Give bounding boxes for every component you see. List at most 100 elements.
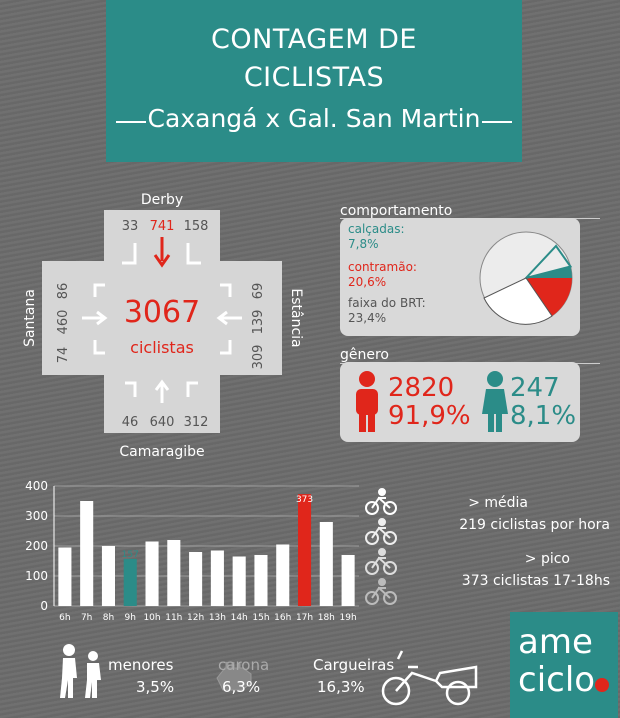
x-tick-label: 10h — [143, 613, 160, 623]
pie-slice-contramao — [526, 278, 573, 316]
north-turn-left-arrow — [186, 243, 201, 265]
children-icon — [60, 644, 101, 698]
subtitle: Caxangá x Gal. San Martin — [147, 104, 481, 133]
x-tick-label: 19h — [340, 613, 357, 623]
pico-label: > pico — [524, 551, 570, 567]
bar-17h — [298, 494, 312, 606]
contramao-label: contramão: — [348, 260, 417, 274]
south-count-center: 640 — [150, 415, 175, 430]
header-banner: CONTAGEM DE CICLISTAS Caxangá x Gal. San… — [106, 0, 522, 162]
x-tick-label: 15h — [252, 613, 269, 623]
y-tick-label: 300 — [25, 509, 48, 523]
east-count-top: 69 — [251, 283, 266, 300]
bar-15h — [254, 555, 268, 606]
east-turn-arrow-top — [220, 283, 232, 297]
pico-value: 373 ciclistas 17-18hs — [461, 573, 610, 589]
west-count-mid: 460 — [56, 310, 71, 335]
bar-12h — [189, 552, 203, 606]
genero-title: gênero — [340, 347, 389, 363]
total-unit: ciclistas — [130, 338, 194, 357]
bike-icon — [365, 578, 397, 605]
carona-value: 6,3% — [222, 678, 261, 696]
north-count-left: 33 — [122, 219, 139, 234]
y-tick-label: 100 — [25, 569, 48, 583]
x-tick-label: 8h — [103, 613, 114, 623]
bar-7h — [80, 501, 94, 606]
south-label: Camaragibe — [119, 444, 204, 460]
male-icon — [356, 371, 378, 432]
north-count-center: 741 — [150, 219, 175, 234]
logo-heart-icon — [595, 678, 609, 692]
x-tick-label: 16h — [274, 613, 291, 623]
south-turn-arrow-left — [125, 381, 137, 397]
logo-line1: ame — [518, 622, 593, 662]
east-label: Estância — [288, 288, 304, 347]
south-turn-arrow-right — [186, 381, 198, 397]
x-tick-label: 13h — [209, 613, 226, 623]
comportamento-title: comportamento — [340, 203, 453, 219]
female-pct: 8,1% — [510, 401, 577, 431]
y-tick-label: 0 — [40, 599, 48, 613]
east-turn-arrow-bottom — [220, 340, 232, 355]
west-label: Santana — [22, 289, 38, 347]
bar-11h — [167, 540, 181, 606]
bike-icon — [365, 488, 397, 515]
cargueiras-value: 16,3% — [317, 678, 365, 696]
cargueiras-label: Cargueiras — [313, 656, 395, 674]
media-label: > média — [468, 495, 528, 511]
carona-hand-icon — [216, 662, 252, 691]
media-value: 219 ciclistas por hora — [459, 517, 610, 533]
data-label-9h: 157 — [122, 550, 139, 560]
x-tick-label: 7h — [81, 613, 92, 623]
ameciclo-logo: ame ciclo — [510, 612, 618, 718]
calcadas-label: calçadas: — [348, 222, 405, 236]
intersection-diagram: Derby 33 741 158 3067 ciclistas Santana … — [22, 192, 304, 460]
bar-9h — [123, 558, 137, 606]
bar-8h — [101, 546, 115, 606]
cargo-bike-icon — [381, 650, 478, 706]
faixa-brt-value: 23,4% — [348, 311, 387, 325]
bar-13h — [210, 550, 224, 606]
subtitle-rule-right — [482, 121, 512, 123]
pie-slice-brt-outline — [522, 244, 573, 280]
male-pct: 91,9% — [388, 401, 471, 431]
west-turn-arrow-bottom — [93, 340, 105, 355]
subtitle-rule-left — [116, 121, 146, 123]
north-turn-right-arrow — [122, 243, 137, 265]
x-tick-label: 14h — [231, 613, 248, 623]
comportamento-pie — [479, 231, 573, 325]
east-count-mid: 139 — [251, 310, 266, 335]
x-tick-label: 9h — [125, 613, 136, 623]
south-count-left: 46 — [122, 415, 139, 430]
east-straight-arrow — [216, 310, 242, 326]
west-straight-arrow — [82, 310, 108, 326]
data-label-17h: 373 — [296, 495, 313, 505]
contramao-value: 20,6% — [348, 275, 387, 289]
total-count: 3067 — [124, 295, 200, 330]
y-tick-label: 200 — [25, 539, 48, 553]
north-straight-arrowhead — [153, 254, 171, 268]
x-tick-label: 6h — [59, 613, 70, 623]
carona-label: carona — [218, 656, 270, 674]
x-tick-label: 11h — [165, 613, 182, 623]
bar-18h — [319, 522, 333, 606]
north-label: Derby — [141, 192, 183, 208]
comportamento-panel: calçadas: 7,8% contramão: 20,6% faixa do… — [340, 218, 580, 336]
bar-14h — [232, 556, 246, 606]
bar-19h — [341, 555, 355, 606]
west-turn-arrow-top — [93, 283, 105, 297]
bar-6h — [58, 547, 72, 606]
faixa-brt-label: faixa do BRT: — [348, 296, 426, 310]
crossroad-shape — [42, 210, 282, 433]
south-count-right: 312 — [184, 415, 209, 430]
bike-icon — [365, 548, 397, 575]
bike-icon — [365, 518, 397, 545]
west-count-bottom: 74 — [56, 347, 71, 364]
male-count: 2820 — [388, 373, 455, 403]
female-count: 247 — [510, 373, 560, 403]
title-line2: CICLISTAS — [243, 62, 385, 93]
x-tick-label: 17h — [296, 613, 313, 623]
x-tick-label: 18h — [318, 613, 335, 623]
title-line1: CONTAGEM DE — [211, 24, 417, 55]
north-count-right: 158 — [184, 219, 209, 234]
